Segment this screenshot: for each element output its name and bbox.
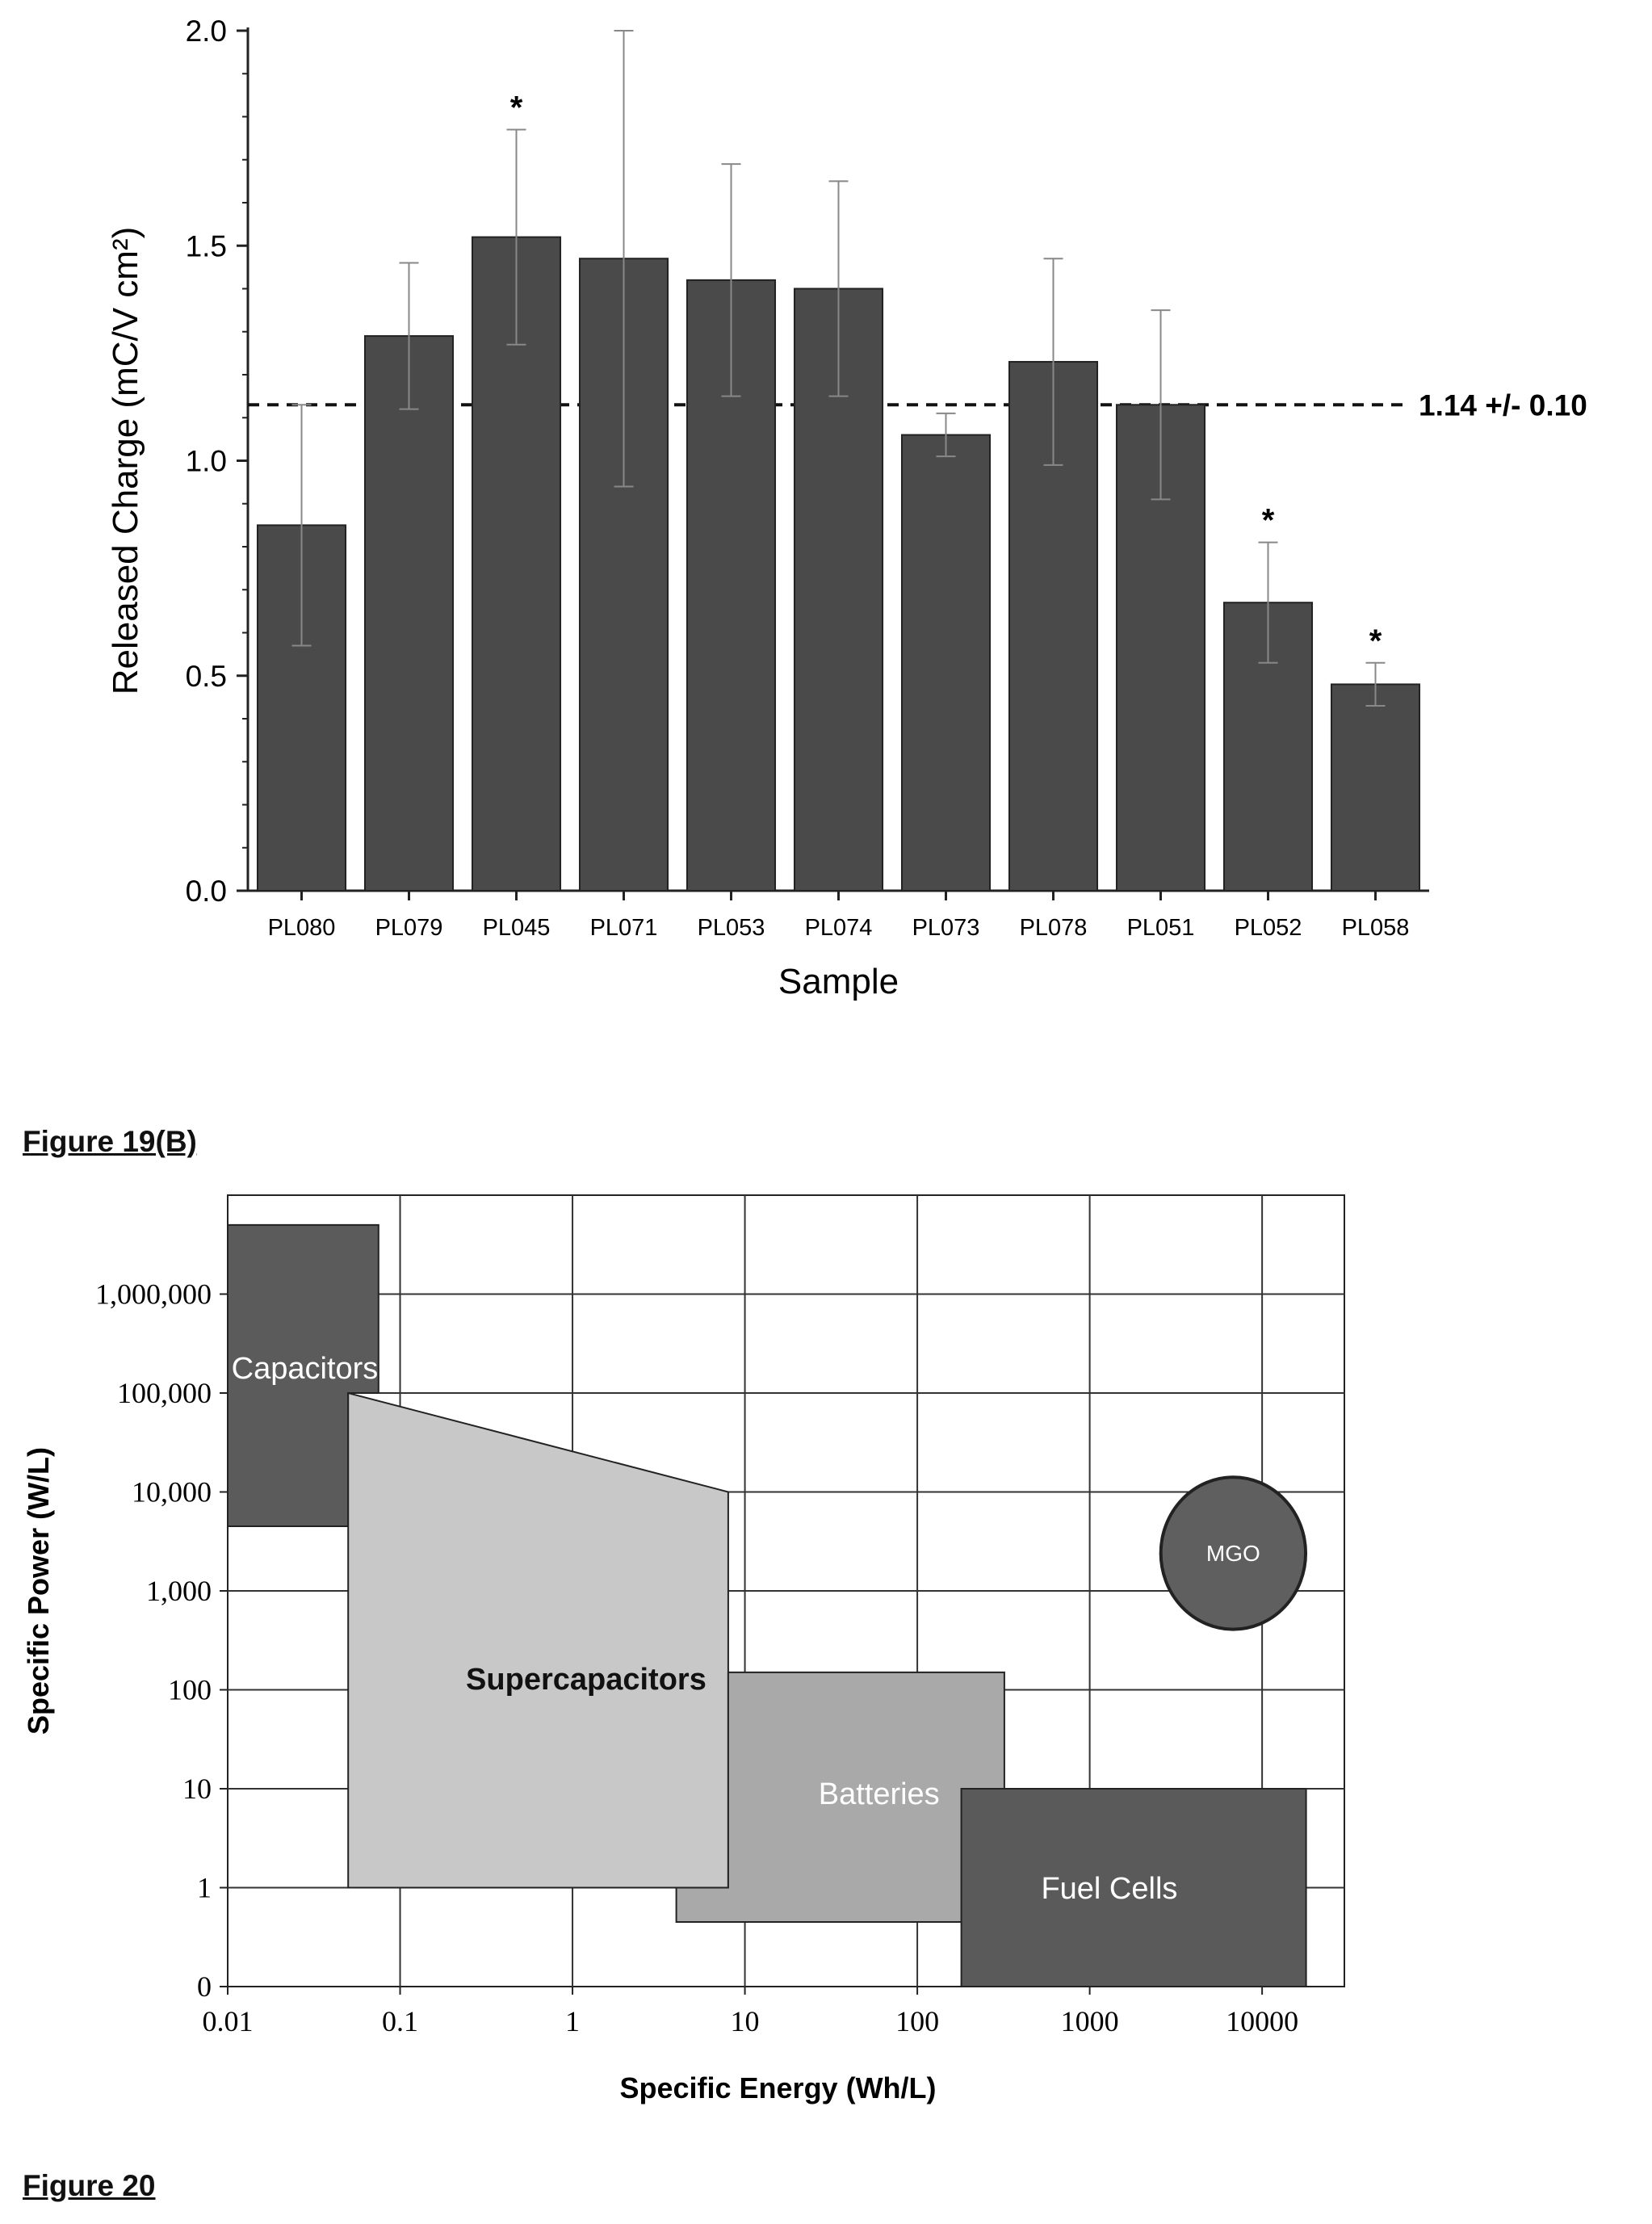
x-tick-label: 0.01 (203, 2005, 254, 2037)
figure-20-label: Figure 20 (23, 2169, 156, 2202)
mgo-region (1159, 1475, 1308, 1631)
y-tick-label: 2.0 (186, 15, 227, 48)
y-tick-label: 10,000 (132, 1476, 212, 1509)
y-tick-label: 0.0 (186, 875, 227, 908)
y-tick-label: 1 (197, 1872, 212, 1904)
supercapacitors-region (347, 1391, 729, 1889)
y-tick-label: 1,000 (146, 1575, 212, 1607)
significance-marker: * (1262, 503, 1275, 539)
mgo-label: MGO (1206, 1541, 1260, 1566)
reference-line-label: 1.14 +/- 0.10 (1419, 388, 1587, 422)
y-tick-label: 0.5 (186, 660, 227, 693)
y-tick-label: 10 (182, 1773, 212, 1805)
y-tick-label: 1.0 (186, 445, 227, 478)
y-axis-title: Specific Power (W/L) (22, 1447, 55, 1735)
released-charge-bar-chart: 0.0 0.5 1.0 1.5 2.0 1.14 +/- 0.10 PL080 PL079 PL… (106, 15, 1587, 1001)
x-tick-label: PL058 (1342, 915, 1410, 941)
y-tick-label: 100,000 (117, 1377, 212, 1409)
significance-marker: * (510, 90, 523, 125)
figure-19b-label: Figure 19(B) (23, 1125, 197, 1158)
fuel-cells-region (960, 1788, 1307, 1987)
fuel-cells-label: Fuel Cells (1041, 1872, 1177, 1906)
x-tick-label: 1 (565, 2005, 580, 2037)
x-tick-label: 0.1 (382, 2005, 418, 2037)
y-tick-label: 100 (168, 1674, 212, 1706)
x-tick-label: PL073 (912, 915, 980, 941)
x-tick-label: PL051 (1127, 915, 1195, 941)
x-axis-title: Sample (778, 962, 899, 1001)
y-tick-label: 1,000,000 (95, 1278, 212, 1311)
x-tick-label: PL045 (483, 915, 551, 941)
bar (363, 335, 455, 892)
bar (1330, 683, 1421, 892)
x-tick-label: PL080 (268, 915, 336, 941)
x-tick-label: PL053 (698, 915, 765, 941)
x-tick-label: PL079 (375, 915, 443, 941)
x-tick-label: 1000 (1061, 2005, 1119, 2037)
x-tick-label: 10000 (1226, 2005, 1298, 2037)
bar (900, 434, 992, 892)
x-tick-label: PL052 (1235, 915, 1302, 941)
ragone-plot: Capacitors Supercapacitors Batteries Fuel C… (22, 1194, 1345, 2104)
capacitors-label: Capacitors (232, 1352, 379, 1386)
x-tick-label: PL074 (805, 915, 873, 941)
batteries-label: Batteries (819, 1777, 940, 1811)
x-tick-label: PL071 (590, 915, 658, 941)
y-axis-title: Released Charge (mC/V cm²) (106, 227, 145, 695)
x-tick-label: 10 (731, 2005, 760, 2037)
x-axis-title: Specific Energy (Wh/L) (619, 2071, 936, 2104)
y-tick-label: 1.5 (186, 229, 227, 262)
y-tick-label: 0 (197, 1970, 212, 2003)
significance-marker: * (1369, 623, 1382, 659)
x-tick-label: PL078 (1020, 915, 1088, 941)
bar (471, 236, 562, 892)
x-tick-label: 100 (895, 2005, 939, 2037)
supercapacitors-label: Supercapacitors (466, 1663, 707, 1697)
